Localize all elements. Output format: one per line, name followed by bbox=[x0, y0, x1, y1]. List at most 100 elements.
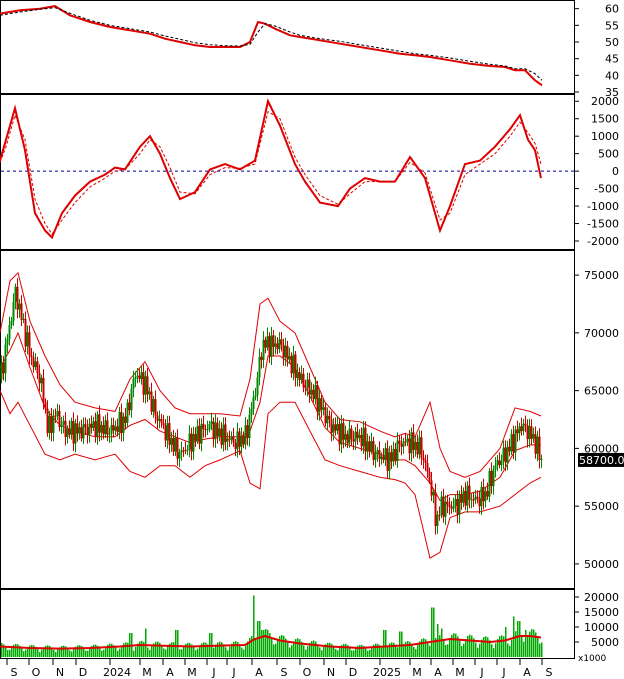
volume-tick-label: 10000 bbox=[584, 621, 619, 634]
volume-bar bbox=[481, 639, 483, 657]
volume-bar bbox=[305, 649, 307, 657]
volume-bar bbox=[415, 649, 417, 657]
volume-bar bbox=[313, 640, 315, 657]
volume-tick-label: 20000 bbox=[584, 591, 619, 604]
candle-body bbox=[238, 431, 241, 447]
candle-body bbox=[104, 420, 107, 435]
volume-bar bbox=[357, 645, 359, 657]
oscillator-2-tick-label: -500 bbox=[594, 183, 619, 196]
oscillator-1-signal-line bbox=[0, 7, 543, 81]
volume-bar bbox=[187, 642, 189, 657]
candle-body bbox=[236, 431, 239, 450]
volume-bar bbox=[245, 645, 247, 657]
volume-bar bbox=[389, 643, 391, 657]
volume-bar bbox=[287, 642, 289, 657]
volume-bar bbox=[75, 646, 77, 657]
candle-body bbox=[388, 452, 391, 471]
volume-bar bbox=[327, 642, 329, 657]
candle-body bbox=[526, 425, 529, 440]
volume-bar bbox=[303, 645, 305, 657]
volume-bar bbox=[45, 645, 47, 657]
volume-bar bbox=[47, 645, 49, 657]
volume-bar bbox=[489, 640, 491, 657]
volume-bar bbox=[425, 639, 427, 657]
volume-bar bbox=[81, 646, 83, 657]
volume-bar bbox=[535, 632, 537, 657]
candle-body bbox=[48, 415, 51, 433]
volume-bar bbox=[473, 638, 475, 657]
volume-bar bbox=[223, 644, 225, 657]
oscillator-1-tick-label: 45 bbox=[605, 53, 619, 66]
x-tick-label: M bbox=[455, 666, 465, 679]
candle-body bbox=[444, 501, 447, 517]
candle-body bbox=[272, 335, 275, 347]
volume-bar bbox=[159, 642, 161, 657]
candle-body bbox=[46, 408, 49, 433]
candle-body bbox=[530, 426, 533, 439]
candle-body bbox=[288, 356, 291, 360]
volume-bar bbox=[497, 639, 499, 657]
candle-body bbox=[440, 496, 443, 516]
volume-bar bbox=[197, 648, 199, 657]
volume-bar bbox=[395, 644, 397, 657]
candle-body bbox=[282, 344, 285, 358]
candle-body bbox=[160, 418, 163, 423]
oscillator-1-tick-label: 55 bbox=[605, 19, 619, 32]
candle-body bbox=[142, 372, 145, 395]
volume-bar bbox=[285, 638, 287, 657]
volume-bar bbox=[83, 648, 85, 657]
volume-bar bbox=[363, 646, 365, 657]
volume-bar bbox=[433, 607, 435, 657]
volume-bar bbox=[449, 638, 451, 657]
volume-bar bbox=[359, 644, 361, 657]
candle-body bbox=[56, 411, 59, 416]
candle-body bbox=[10, 320, 13, 326]
volume-bar bbox=[175, 630, 177, 657]
volume-bar bbox=[295, 638, 297, 657]
candle-body bbox=[62, 420, 65, 425]
oscillator-2-tick-label: 500 bbox=[598, 148, 619, 161]
volume-bar bbox=[139, 641, 141, 657]
x-tick-label: N bbox=[327, 666, 335, 679]
candle-body bbox=[22, 318, 25, 320]
oscillator-2-main-line bbox=[0, 98, 542, 240]
candle-body bbox=[256, 377, 259, 396]
volume-bar bbox=[195, 650, 197, 657]
volume-bar bbox=[387, 645, 389, 657]
x-tick-label: J bbox=[501, 666, 505, 679]
candle-body bbox=[522, 423, 525, 432]
candle-body bbox=[94, 421, 97, 437]
volume-bar bbox=[267, 629, 269, 657]
x-tick-label: O bbox=[303, 666, 312, 679]
candle-body bbox=[54, 415, 57, 417]
volume-bar bbox=[125, 642, 127, 657]
volume-bar bbox=[59, 647, 61, 657]
candle-body bbox=[208, 423, 211, 430]
volume-bar bbox=[89, 648, 91, 657]
volume-bar bbox=[355, 647, 357, 657]
oscillator-1-frame bbox=[0, 0, 575, 94]
candle-body bbox=[314, 385, 317, 400]
volume-bar bbox=[475, 642, 477, 657]
volume-bar bbox=[377, 643, 379, 657]
candle-body bbox=[20, 303, 23, 320]
volume-bar bbox=[213, 647, 215, 657]
volume-bar bbox=[523, 641, 525, 657]
volume-bar bbox=[203, 642, 205, 657]
candle-body bbox=[108, 433, 111, 435]
volume-bar bbox=[409, 641, 411, 657]
volume-bar bbox=[249, 637, 251, 657]
volume-bar bbox=[177, 630, 179, 657]
candle-body bbox=[296, 372, 299, 378]
candle-body bbox=[216, 422, 219, 437]
axes: 6055504540352000150010005000-500-1000-15… bbox=[6, 3, 624, 679]
candle-body bbox=[518, 426, 521, 434]
candle-body bbox=[308, 379, 311, 395]
candle-body bbox=[304, 387, 307, 389]
volume-bar bbox=[397, 647, 399, 657]
volume-bar bbox=[529, 631, 531, 657]
candle-body bbox=[376, 450, 379, 454]
candle-body bbox=[378, 450, 381, 459]
candle-body bbox=[470, 499, 473, 501]
volume-bar bbox=[97, 645, 99, 657]
